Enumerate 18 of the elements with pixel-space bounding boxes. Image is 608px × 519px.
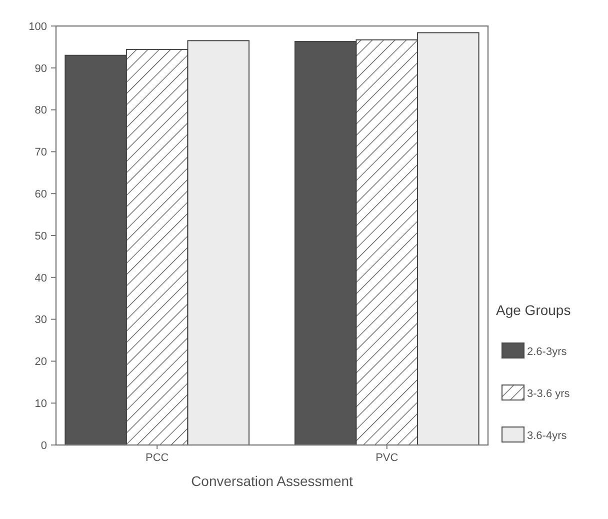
y-tick-label: 60 xyxy=(34,188,47,200)
legend-label: 3-3.6 yrs xyxy=(527,388,570,400)
y-tick-label: 40 xyxy=(34,272,47,284)
legend-title: Age Groups xyxy=(496,302,571,318)
legend-label: 2.6-3yrs xyxy=(527,346,568,358)
x-tick-label: PCC xyxy=(145,452,169,464)
y-tick-label: 30 xyxy=(34,314,47,326)
y-tick-label: 90 xyxy=(34,62,47,75)
y-tick-label: 80 xyxy=(34,104,47,117)
legend-label: 3.6-4yrs xyxy=(527,430,568,442)
y-tick-label: 50 xyxy=(34,230,47,242)
y-tick-label: 100 xyxy=(28,20,47,33)
y-tick-label: 10 xyxy=(34,398,47,410)
y-tick-label: 0 xyxy=(40,440,47,452)
y-tick-label: 20 xyxy=(34,356,47,368)
y-tick-label: 70 xyxy=(34,146,47,159)
x-axis-title: Conversation Assessment xyxy=(191,473,354,489)
x-tick-label: PVC xyxy=(376,452,398,464)
